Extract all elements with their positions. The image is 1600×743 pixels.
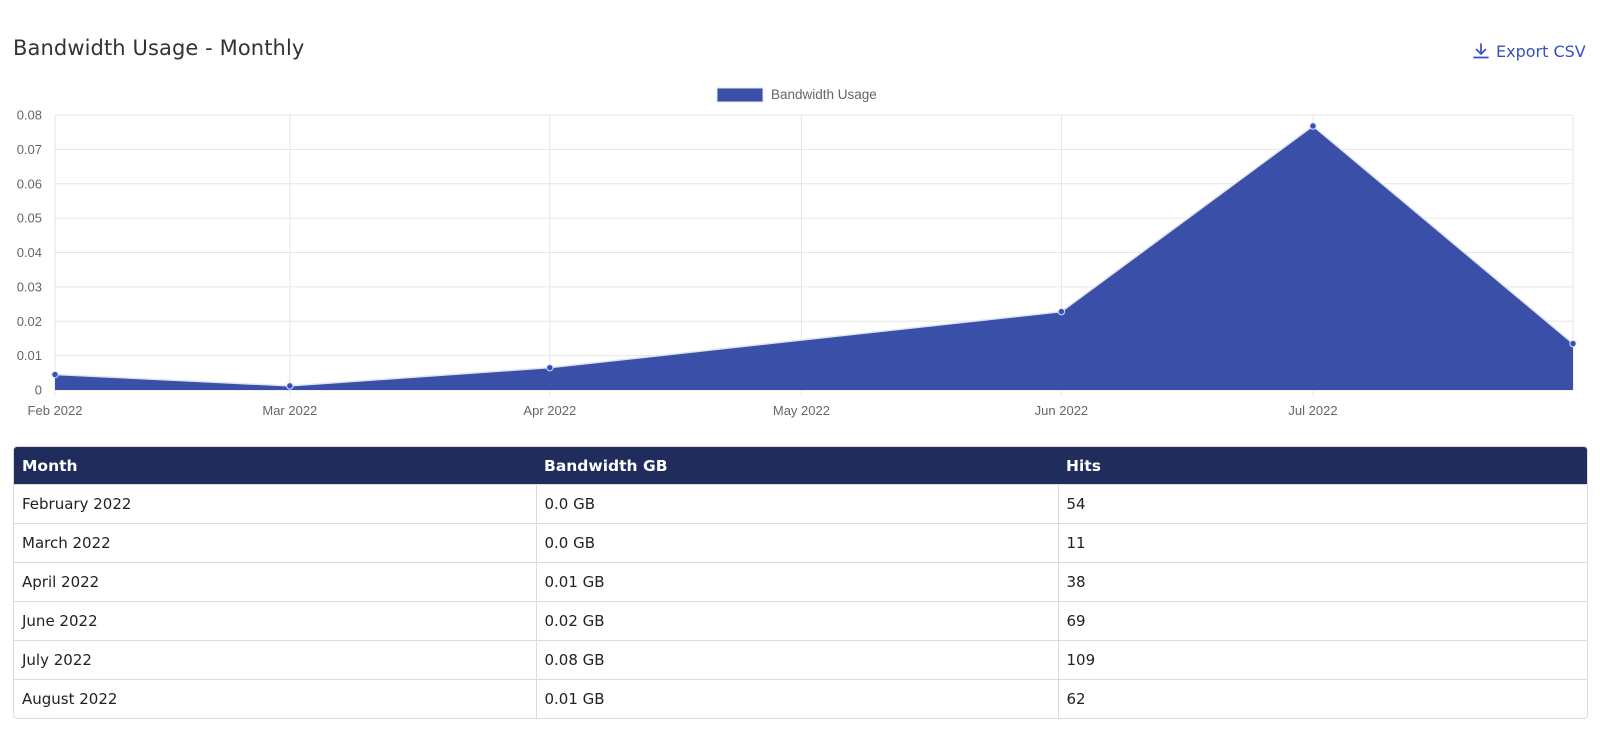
- cell-bandwidth: 0.0 GB: [536, 484, 1059, 524]
- y-tick-label: 0.07: [17, 142, 42, 157]
- x-tick-label: Mar 2022: [262, 403, 317, 418]
- legend-label: Bandwidth Usage: [771, 87, 877, 102]
- cell-month: July 2022: [14, 640, 537, 680]
- cell-month: February 2022: [14, 484, 537, 524]
- area-fill: [55, 126, 1573, 390]
- chart-points: [51, 122, 1577, 390]
- page-title: Bandwidth Usage - Monthly: [13, 36, 305, 60]
- bandwidth-chart: Bandwidth Usage 0 0.01 0.02 0.03 0.04 0.05 0.0…: [17, 87, 1577, 418]
- data-point: [1309, 122, 1317, 130]
- cell-bandwidth: 0.01 GB: [536, 679, 1059, 718]
- x-tick-label: May 2022: [773, 403, 830, 418]
- data-point: [286, 382, 294, 390]
- cell-hits: 54: [1058, 484, 1587, 524]
- x-tick-label: Jul 2022: [1288, 403, 1337, 418]
- export-csv-label: Export CSV: [1496, 41, 1586, 61]
- cell-bandwidth: 0.02 GB: [536, 601, 1059, 641]
- cell-month: April 2022: [14, 562, 537, 602]
- download-icon: [1473, 43, 1489, 59]
- table-row: February 2022 0.0 GB 54: [14, 484, 1587, 524]
- area-line: [54, 125, 1574, 387]
- y-tick-label: 0.05: [17, 211, 42, 226]
- cell-month: June 2022: [14, 601, 537, 641]
- cell-bandwidth: 0.08 GB: [536, 640, 1059, 680]
- bandwidth-table: Month Bandwidth GB Hits February 2022 0.…: [13, 446, 1588, 719]
- column-header-bandwidth: Bandwidth GB: [536, 447, 1058, 485]
- legend-swatch: [716, 87, 764, 103]
- cell-hits: 62: [1058, 679, 1587, 718]
- x-tick-label: Jun 2022: [1035, 403, 1089, 418]
- y-tick-label: 0: [35, 383, 42, 398]
- chart-area-layer: [54, 125, 1574, 390]
- table-header-row: Month Bandwidth GB Hits: [14, 447, 1587, 485]
- chart-legend: Bandwidth Usage: [716, 87, 877, 103]
- y-tick-label: 0.02: [17, 314, 42, 329]
- table-row: March 2022 0.0 GB 11: [14, 523, 1587, 563]
- column-header-hits: Hits: [1058, 447, 1587, 485]
- table-row: June 2022 0.02 GB 69: [14, 601, 1587, 641]
- y-tick-label: 0.03: [17, 279, 42, 294]
- data-point: [1569, 339, 1577, 348]
- cell-month: March 2022: [14, 523, 537, 563]
- export-csv-button[interactable]: Export CSV: [1472, 38, 1587, 64]
- x-tick-label: Apr 2022: [523, 403, 576, 418]
- y-tick-label: 0.01: [17, 348, 42, 363]
- y-axis-labels: 0 0.01 0.02 0.03 0.04 0.05 0.06 0.07 0.08: [17, 108, 42, 398]
- table-row: April 2022 0.01 GB 38: [14, 562, 1587, 602]
- cell-hits: 69: [1058, 601, 1587, 641]
- data-point: [546, 363, 554, 372]
- cell-hits: 11: [1058, 523, 1587, 563]
- cell-month: August 2022: [14, 679, 537, 718]
- cell-hits: 38: [1058, 562, 1587, 602]
- y-tick-label: 0.04: [17, 245, 42, 260]
- y-tick-label: 0.08: [17, 108, 42, 123]
- data-point: [1057, 307, 1066, 316]
- table-row: July 2022 0.08 GB 109: [14, 640, 1587, 680]
- cell-bandwidth: 0.0 GB: [536, 523, 1059, 563]
- data-point: [51, 370, 59, 379]
- cell-hits: 109: [1058, 640, 1587, 680]
- table-row: August 2022 0.01 GB 62: [14, 679, 1587, 718]
- cell-bandwidth: 0.01 GB: [536, 562, 1059, 602]
- y-tick-label: 0.06: [17, 176, 42, 191]
- x-axis-labels: Feb 2022 Mar 2022 Apr 2022 May 2022 Jun 2022…: [28, 403, 1338, 418]
- x-tick-label: Feb 2022: [28, 403, 83, 418]
- column-header-month: Month: [14, 447, 536, 485]
